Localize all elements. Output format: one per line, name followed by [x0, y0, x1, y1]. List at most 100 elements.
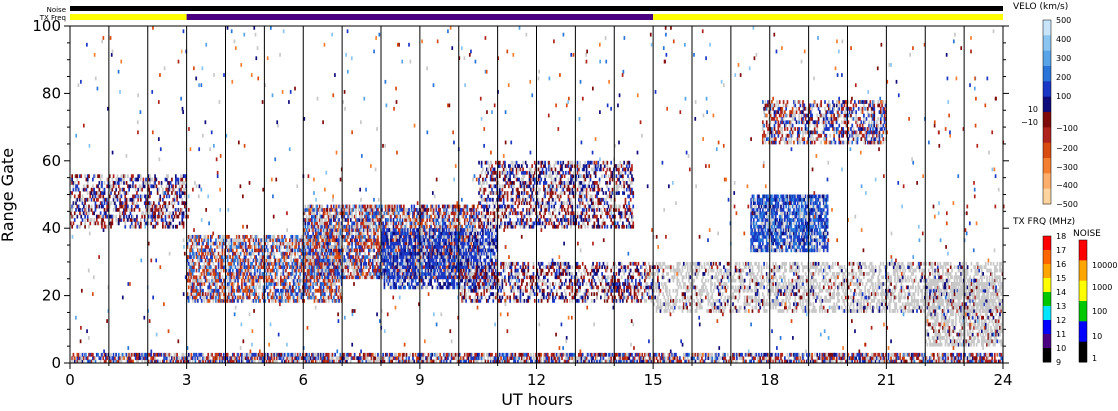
- data-cell: [206, 261, 208, 266]
- data-cell: [339, 275, 342, 280]
- data-cell: [369, 265, 372, 270]
- data-cell: [645, 359, 648, 364]
- data-cell: [215, 258, 217, 263]
- data-cell: [209, 268, 212, 273]
- data-cell: [542, 356, 545, 361]
- data-cell: [692, 356, 694, 361]
- data-cell: [602, 352, 605, 357]
- data-cell: [305, 288, 308, 293]
- data-cell: [730, 359, 733, 364]
- data-cell: [222, 359, 225, 364]
- data-cell: [98, 204, 101, 209]
- data-cell: [401, 272, 404, 276]
- data-cell: [237, 258, 239, 263]
- data-cell: [958, 359, 961, 364]
- data-cell: [92, 197, 94, 202]
- data-cell: [333, 295, 335, 300]
- data-cell: [274, 282, 277, 286]
- data-cell: [77, 181, 80, 185]
- data-cell: [387, 218, 390, 222]
- data-cell: [412, 359, 414, 364]
- data-cell: [335, 292, 338, 296]
- data-cell: [278, 298, 281, 303]
- data-cell: [317, 258, 320, 263]
- data-cell: [103, 201, 106, 206]
- data-cell: [120, 356, 123, 361]
- data-cell: [230, 285, 233, 290]
- data-cell: [250, 251, 252, 256]
- data-cell: [314, 248, 317, 253]
- data-cell: [342, 218, 344, 222]
- data-cell: [333, 359, 335, 364]
- data-cell: [246, 258, 248, 263]
- data-cell: [513, 356, 515, 361]
- data-cell: [250, 265, 252, 270]
- data-cell: [878, 356, 881, 361]
- data-cell: [207, 245, 210, 249]
- data-cell: [318, 204, 321, 209]
- data-cell: [90, 352, 93, 357]
- data-cell: [327, 228, 330, 232]
- data-cell: [206, 298, 208, 303]
- data-cell: [251, 234, 254, 239]
- data-cell: [628, 352, 631, 357]
- data-cell: [388, 207, 391, 212]
- data-cell: [368, 214, 370, 219]
- data-cell: [202, 241, 204, 246]
- data-cell: [769, 359, 772, 364]
- data-cell: [751, 356, 754, 361]
- data-cell: [369, 255, 372, 259]
- data-cell: [323, 278, 326, 283]
- data-cell: [151, 359, 154, 364]
- data-cell: [622, 356, 624, 361]
- data-cell: [633, 352, 636, 357]
- data-cell: [368, 234, 370, 239]
- data-cell: [298, 295, 300, 300]
- data-cell: [736, 359, 738, 364]
- data-cell: [93, 187, 96, 192]
- data-cell: [295, 261, 298, 266]
- data-cell: [254, 298, 256, 303]
- data-cell: [266, 268, 269, 273]
- data-cell: [97, 194, 99, 199]
- data-cell: [368, 251, 370, 256]
- data-cell: [134, 221, 137, 226]
- data-cell: [193, 241, 195, 246]
- data-cell: [730, 356, 733, 361]
- data-cell: [384, 207, 387, 212]
- data-cell: [544, 356, 546, 361]
- data-cell: [274, 288, 277, 293]
- data-cell: [119, 191, 121, 195]
- data-cell: [333, 234, 335, 239]
- data-cell: [92, 194, 94, 199]
- data-cell: [318, 285, 321, 290]
- data-cell: [228, 241, 230, 246]
- data-cell: [336, 231, 339, 236]
- data-cell: [243, 234, 246, 239]
- data-cell: [191, 275, 194, 280]
- data-cell: [331, 272, 334, 276]
- data-cell: [758, 359, 760, 364]
- data-cell: [811, 359, 813, 364]
- data-cell: [331, 359, 334, 364]
- data-cell: [77, 359, 80, 364]
- data-cell: [231, 359, 234, 364]
- data-cell: [292, 258, 295, 263]
- data-cell: [335, 265, 338, 270]
- data-cell: [325, 359, 327, 364]
- data-cell: [653, 359, 655, 364]
- data-cell: [209, 238, 212, 243]
- data-cell: [173, 207, 176, 212]
- data-cell: [382, 356, 384, 361]
- data-cell: [957, 356, 960, 361]
- data-cell: [273, 282, 276, 286]
- data-cell: [331, 224, 334, 229]
- data-cell: [478, 356, 480, 361]
- data-cell: [333, 298, 335, 303]
- data-cell: [930, 356, 933, 361]
- data-cell: [304, 285, 307, 290]
- data-cell: [323, 231, 326, 236]
- data-cell: [237, 261, 239, 266]
- data-cell: [327, 251, 330, 256]
- data-cell: [356, 224, 359, 229]
